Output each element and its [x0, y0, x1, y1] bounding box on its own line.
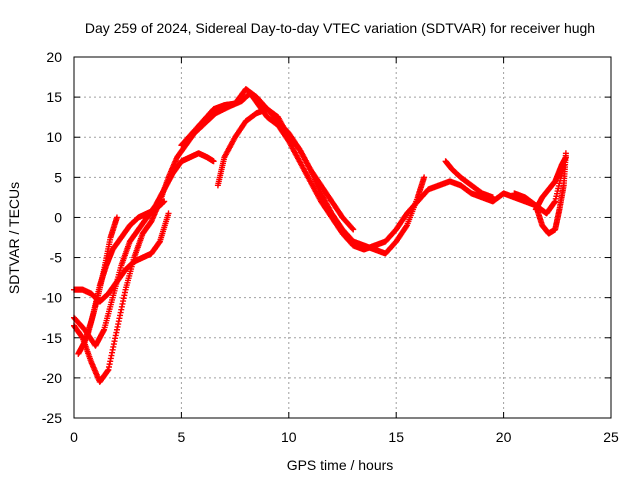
y-axis-label: SDTVAR / TECUs — [6, 182, 22, 294]
satellite-track-8 — [442, 158, 496, 201]
x-tick-label: 10 — [281, 429, 297, 445]
y-tick-label: -10 — [42, 290, 62, 306]
x-tick-label: 25 — [603, 429, 619, 445]
data-point — [210, 158, 217, 165]
satellite-track-5 — [83, 198, 168, 341]
y-tick-label: 5 — [54, 169, 62, 185]
y-tick-label: 15 — [46, 89, 62, 105]
y-tick-label: -5 — [50, 250, 63, 266]
data-points — [71, 86, 569, 385]
data-point — [349, 225, 356, 232]
x-tick-label: 20 — [496, 429, 512, 445]
y-tick-label: 20 — [46, 49, 62, 65]
data-point — [113, 214, 120, 221]
data-point — [165, 210, 172, 217]
x-tick-label: 0 — [70, 429, 78, 445]
y-tick-label: -20 — [42, 370, 62, 386]
data-point — [350, 226, 357, 233]
plot-frame — [73, 56, 612, 419]
x-tick-label: 15 — [388, 429, 404, 445]
data-point — [161, 198, 168, 205]
x-axis-label: GPS time / hours — [287, 457, 394, 473]
satellite-track-3 — [71, 210, 172, 305]
satellite-track-1 — [71, 90, 567, 385]
satellite-track-9 — [511, 150, 569, 237]
y-tick-label: 10 — [46, 129, 62, 145]
y-axis-ticks: -25 -20 -15 -10 -5 0 5 10 15 20 — [42, 49, 611, 426]
grid — [74, 57, 611, 418]
chart-title: Day 259 of 2024, Sidereal Day-to-day VTE… — [85, 20, 595, 36]
data-point — [562, 154, 569, 161]
satellite-track-7 — [214, 106, 357, 233]
x-axis-ticks: 0 5 10 15 20 25 — [70, 57, 619, 445]
y-tick-label: 0 — [54, 209, 62, 225]
x-tick-label: 5 — [178, 429, 186, 445]
data-point — [403, 223, 410, 230]
satellite-track-10 — [532, 154, 569, 213]
data-point — [421, 174, 428, 181]
y-tick-label: -15 — [42, 330, 62, 346]
data-point — [489, 194, 496, 201]
y-tick-label: -25 — [42, 410, 62, 426]
